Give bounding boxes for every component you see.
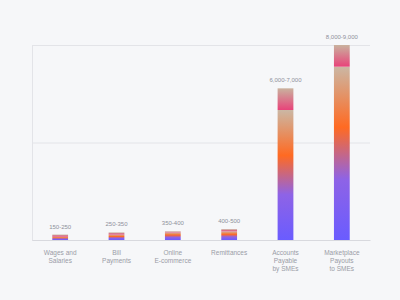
data-labels: 150-250 250-350 350-400 400-500 6,000-7,000 8… <box>49 34 358 230</box>
y-axis-line <box>33 46 371 241</box>
x-tick-label-line: Payments <box>102 257 132 265</box>
bars <box>52 45 349 240</box>
x-tick: MarketplacePayoutsto SMEs <box>324 240 360 272</box>
data-label: 150-250 <box>49 224 72 230</box>
x-tick-label-line: Online <box>163 249 182 256</box>
bar-base <box>52 237 68 240</box>
x-tick-label-line: Accounts <box>272 249 299 256</box>
bar-range <box>52 235 68 237</box>
x-tick-label: Remittances <box>211 249 248 256</box>
x-tick: BillPayments <box>102 240 132 265</box>
grid-line <box>32 143 370 144</box>
bar-base <box>165 232 181 240</box>
x-tick: Wages andSalaries <box>44 240 77 264</box>
x-tick-label-line: Marketplace <box>324 249 360 257</box>
bar-range <box>221 229 237 231</box>
data-label: 8,000-9,000 <box>326 34 359 40</box>
data-label: 350-400 <box>162 220 185 226</box>
data-label: 6,000-7,000 <box>269 77 302 83</box>
bar-range <box>334 45 350 67</box>
bar-base <box>278 110 294 240</box>
x-tick-label-line: Salaries <box>48 257 72 264</box>
x-tick-label-line: E-commerce <box>154 257 191 264</box>
bar-base <box>334 67 350 240</box>
x-tick-label-line: to SMEs <box>330 265 355 272</box>
x-tick: AccountsPayableby SMEs <box>272 240 299 273</box>
x-tick: Remittances <box>211 240 248 256</box>
y-axis <box>32 46 370 241</box>
chart-svg: Wages andSalaries BillPayments OnlineE-com… <box>0 0 400 300</box>
bar-range <box>109 232 125 234</box>
x-tick-label: MarketplacePayoutsto SMEs <box>324 249 360 272</box>
plot: Wages andSalaries BillPayments OnlineE-com… <box>32 34 371 273</box>
x-tick-label-line: Remittances <box>211 249 248 256</box>
x-axis-line <box>33 240 371 241</box>
x-tick-label: AccountsPayableby SMEs <box>272 249 299 273</box>
y-tick <box>32 143 370 144</box>
x-tick-label-line: Bill <box>112 249 121 256</box>
x-tick-label-line: Payouts <box>330 257 354 265</box>
x-tick-label-line: Payable <box>274 257 298 265</box>
chart-container: Wages andSalaries BillPayments OnlineE-com… <box>0 0 400 300</box>
x-tick-label: BillPayments <box>102 249 132 265</box>
bar-range <box>278 88 294 110</box>
x-tick-label-line: Wages and <box>44 249 77 257</box>
bar-range <box>165 231 181 232</box>
x-tick-label-line: by SMEs <box>272 265 299 273</box>
y-tick <box>32 240 370 241</box>
bar-base <box>221 231 237 240</box>
x-tick-label: OnlineE-commerce <box>154 249 191 264</box>
x-tick-label: Wages andSalaries <box>44 249 77 264</box>
x-tick: OnlineE-commerce <box>154 240 191 264</box>
data-label: 400-500 <box>218 218 241 224</box>
y-tick <box>32 45 370 46</box>
grid-line <box>32 45 370 46</box>
bar-base <box>109 235 125 240</box>
grid-line <box>32 240 370 241</box>
x-axis: Wages andSalaries BillPayments OnlineE-com… <box>33 240 371 273</box>
data-label: 250-350 <box>105 221 128 227</box>
